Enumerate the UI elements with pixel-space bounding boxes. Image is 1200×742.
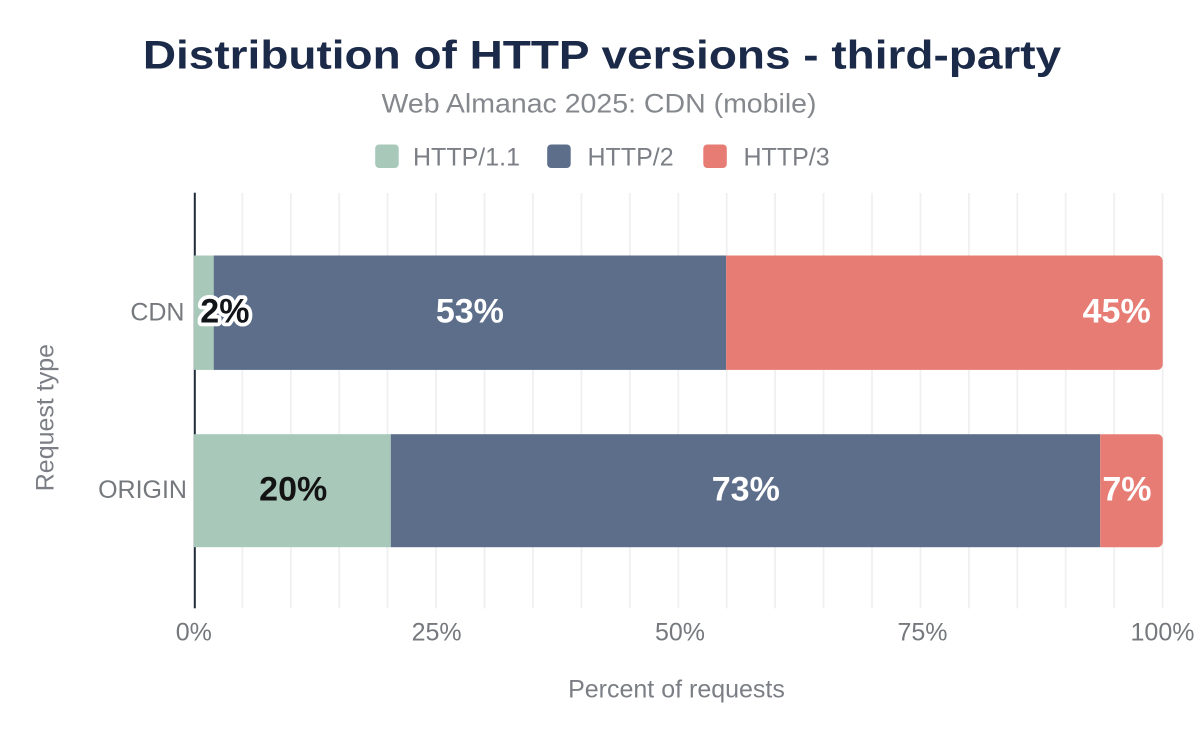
svg-text:20%: 20% [259,470,327,508]
svg-text:Percent of requests: Percent of requests [568,676,785,704]
svg-text:45%: 45% [1083,293,1151,331]
svg-text:HTTP/1.1: HTTP/1.1 [413,144,520,172]
svg-text:Request type: Request type [32,344,60,491]
svg-text:2%: 2% [200,293,249,331]
svg-text:73%: 73% [712,470,780,508]
svg-text:Distribution of HTTP versions: Distribution of HTTP versions - third-pa… [143,33,1061,78]
svg-text:HTTP/3: HTTP/3 [744,144,830,172]
svg-text:53%: 53% [436,293,504,331]
svg-text:HTTP/2: HTTP/2 [588,144,674,172]
svg-text:ORIGIN: ORIGIN [98,476,187,504]
svg-text:50%: 50% [655,619,705,647]
svg-text:100%: 100% [1131,619,1195,647]
svg-text:25%: 25% [412,619,462,647]
svg-text:CDN: CDN [130,298,184,326]
svg-text:0%: 0% [176,619,212,647]
svg-text:75%: 75% [897,619,947,647]
svg-text:7%: 7% [1102,470,1151,508]
svg-text:Web Almanac 2025: CDN (mobile): Web Almanac 2025: CDN (mobile) [381,88,816,118]
